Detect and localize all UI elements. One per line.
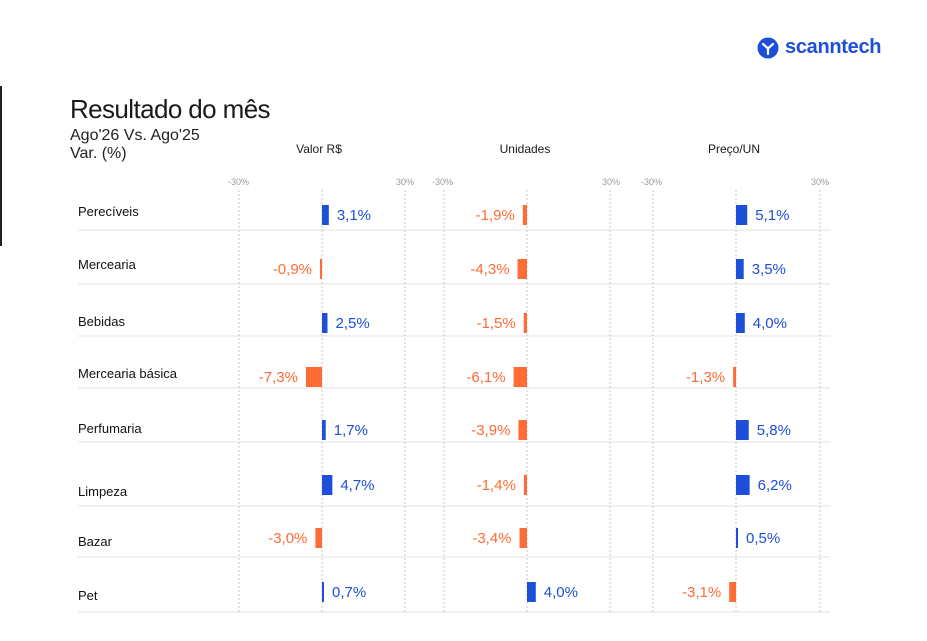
tick-label-min-valor: -30% [228,177,250,187]
subtitle-period: Ago'26 Vs. Ago'25 [70,127,200,144]
category-label: Limpeza [78,484,128,499]
bar [517,259,527,279]
tick-label-min-unidades: -30% [432,177,454,187]
bar [522,205,527,225]
category-label: Bebidas [78,314,125,329]
brand-name: scanntech [785,36,882,58]
scanntech-logo-icon [757,37,779,58]
data-label: -7,3% [259,369,298,386]
data-label: 0,5% [746,530,780,547]
category-label: Pet [78,588,98,603]
data-label: 5,1% [755,207,789,224]
bar [733,367,736,387]
data-label: 4,0% [753,315,787,332]
data-label: -3,4% [472,530,511,547]
bar [322,475,333,495]
bar [322,313,328,333]
bar [736,205,748,225]
bar [736,475,750,495]
bar [518,420,527,440]
bar [523,475,527,495]
left-accent-bar [0,86,2,246]
tick-label-min-preco: -30% [641,177,663,187]
data-label: 0,7% [332,584,366,601]
bar [736,420,749,440]
bar [736,313,745,333]
bar [729,582,736,602]
bar [322,420,326,440]
column-header-preco: Preço/UN [707,142,760,156]
bar [736,259,744,279]
bar [315,528,322,548]
category-label: Perecíveis [78,204,139,219]
data-label: -1,4% [477,477,516,494]
data-label: 2,5% [336,315,370,332]
column-header-unidades: Unidades [499,142,551,156]
data-label: -0,9% [273,261,312,278]
data-label: 4,0% [544,584,578,601]
bar [519,528,527,548]
tick-label-max-valor: 30% [396,177,415,187]
data-label: 3,1% [337,207,371,224]
data-label: -3,1% [682,584,721,601]
data-label: -1,9% [476,207,515,224]
data-label: 3,5% [752,261,786,278]
data-label: 5,8% [757,422,791,439]
bar [322,205,329,225]
data-label: -6,1% [466,369,505,386]
data-label: -1,5% [477,315,516,332]
data-label: -1,3% [686,369,725,386]
column-header-valor: Valor R$ [296,142,342,156]
category-label: Bazar [78,534,112,549]
bar [523,313,527,333]
page-title: Resultado do mês [70,94,271,124]
category-label: Mercearia [78,257,136,272]
page-subtitle: Ago'26 Vs. Ago'25 Var. (%) [70,127,200,163]
bar [320,259,322,279]
data-label: -3,9% [471,422,510,439]
bar [527,582,536,602]
data-label: -4,3% [470,261,509,278]
subtitle-metric: Var. (%) [70,145,127,162]
tick-label-max-preco: 30% [811,177,830,187]
category-label: Perfumaria [78,421,142,436]
data-label: 1,7% [334,422,368,439]
tick-label-max-unidades: 30% [602,177,621,187]
bar [305,367,322,387]
data-label: 4,7% [340,477,374,494]
brand-logo: scanntech [757,36,882,59]
data-label: 6,2% [758,477,792,494]
category-label: Mercearia básica [78,366,177,381]
data-label: -3,0% [268,530,307,547]
bar [736,528,738,548]
bar [322,582,324,602]
bar [513,367,527,387]
